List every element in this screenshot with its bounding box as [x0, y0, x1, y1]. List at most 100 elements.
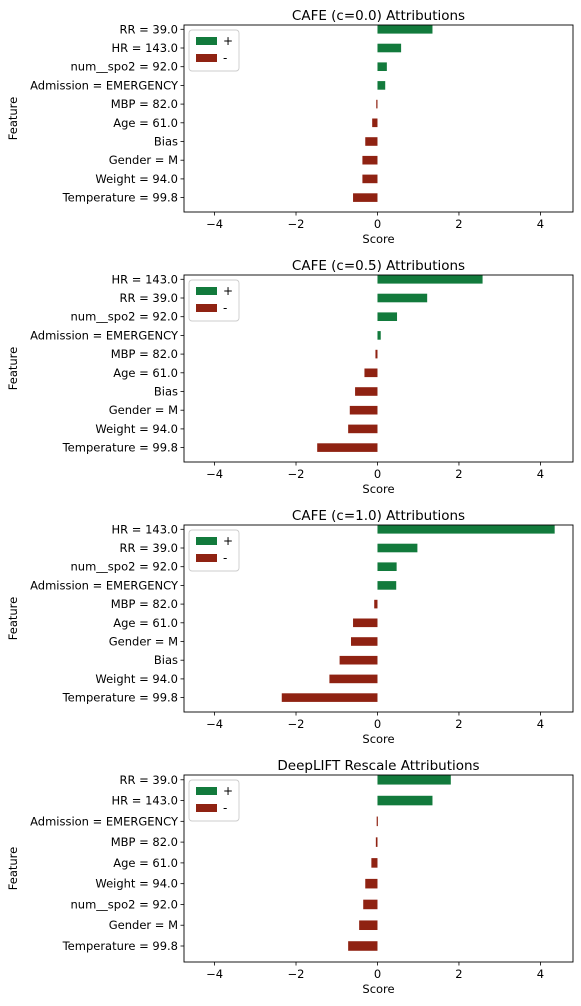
bar-7	[363, 899, 378, 910]
bar-6	[364, 368, 378, 378]
bar-1	[377, 525, 555, 534]
chart-panel-2: HR = 143.0 RR = 39.0 num__spo2 = 92.0 Admis…	[6, 258, 574, 496]
y-tick-label: Admission = EMERGENCY	[30, 578, 179, 592]
bar-5	[375, 349, 378, 359]
y-tick-label: num__spo2 = 92.0	[71, 60, 178, 74]
y-tick-label: Gender = M	[109, 403, 178, 417]
bar-2	[377, 43, 402, 53]
y-axis-label: Feature	[6, 347, 20, 390]
legend: +-	[188, 29, 240, 72]
y-tick-label: Weight = 94.0	[95, 422, 178, 436]
x-tick-label: 2	[455, 967, 462, 981]
x-axis-label: Score	[362, 732, 394, 746]
y-tick-label: RR = 39.0	[119, 22, 178, 36]
legend-swatch-negative	[196, 804, 217, 812]
x-tick-label: −2	[288, 467, 305, 481]
x-tick-label: 0	[374, 467, 381, 481]
x-tick-label: 0	[374, 717, 381, 731]
bar-1	[377, 275, 483, 284]
plot-frame	[183, 24, 574, 213]
legend: +-	[188, 279, 240, 322]
bar-7	[351, 637, 378, 646]
bar-2	[377, 293, 428, 303]
x-tick-label: −2	[288, 717, 305, 731]
bar-8	[362, 155, 378, 165]
x-tick-label: 4	[537, 967, 544, 981]
legend-label: +	[223, 534, 233, 548]
bar-6	[372, 118, 378, 128]
bar-10	[281, 693, 378, 702]
y-tick-label: Gender = M	[109, 635, 178, 649]
bar-8	[349, 405, 378, 415]
bar-6	[353, 618, 378, 628]
y-tick-label: Admission = EMERGENCY	[30, 78, 179, 92]
y-tick-label: RR = 39.0	[119, 291, 178, 305]
chart-panel-4: RR = 39.0 HR = 143.0 Admission = EMERGENCY…	[6, 758, 574, 996]
y-tick-label: Weight = 94.0	[95, 877, 178, 891]
bar-7	[365, 137, 378, 146]
bar-3	[377, 562, 397, 572]
bar-8	[339, 655, 378, 665]
x-axis-label: Score	[362, 232, 394, 246]
x-tick-label: −4	[206, 467, 223, 481]
y-axis-label: Feature	[6, 97, 20, 140]
bar-4	[377, 581, 397, 590]
y-tick-label: HR = 143.0	[111, 41, 178, 55]
chart-title: CAFE (c=0.0) Attributions	[292, 8, 465, 24]
y-tick-label: MBP = 82.0	[111, 347, 178, 361]
legend: +-	[188, 779, 240, 822]
bar-9	[329, 674, 378, 684]
y-tick-label: MBP = 82.0	[111, 597, 178, 611]
y-tick-label: num__spo2 = 92.0	[71, 897, 178, 911]
legend-label: -	[223, 51, 227, 65]
x-tick-label: 2	[455, 217, 462, 231]
legend-label: -	[223, 551, 227, 565]
plot-frame	[183, 524, 574, 713]
bar-2	[377, 543, 418, 553]
y-tick-label: Age = 61.0	[113, 856, 178, 870]
y-tick-label: Bias	[154, 385, 178, 399]
legend-swatch-negative	[196, 554, 217, 562]
plot-frame	[183, 774, 574, 963]
bar-8	[359, 920, 378, 931]
x-tick-label: 4	[537, 467, 544, 481]
y-tick-label: Age = 61.0	[113, 116, 178, 130]
x-tick-label: 4	[537, 217, 544, 231]
bar-4	[375, 837, 378, 847]
y-tick-label: Temperature = 99.8	[62, 691, 178, 705]
bar-4	[377, 331, 381, 340]
bar-3	[376, 816, 378, 827]
x-tick-label: −4	[206, 717, 223, 731]
y-tick-label: Bias	[154, 653, 178, 667]
legend-swatch-positive	[196, 37, 217, 45]
bar-10	[353, 193, 378, 202]
chart-panel-1: RR = 39.0 HR = 143.0 num__spo2 = 92.0 Admis…	[6, 8, 574, 246]
y-tick-label: num__spo2 = 92.0	[71, 310, 178, 324]
bar-9	[348, 424, 378, 434]
x-tick-label: −4	[206, 967, 223, 981]
legend: +-	[188, 529, 240, 572]
y-tick-label: Weight = 94.0	[95, 172, 178, 186]
bar-9	[362, 174, 378, 184]
chart-title: DeepLIFT Rescale Attributions	[277, 758, 479, 774]
legend-label: -	[223, 801, 227, 815]
bar-10	[317, 443, 378, 452]
legend-swatch-positive	[196, 537, 217, 545]
bar-7	[355, 387, 378, 396]
y-tick-label: Temperature = 99.8	[62, 939, 178, 953]
x-tick-label: 2	[455, 717, 462, 731]
bar-4	[377, 81, 386, 90]
y-axis-label: Feature	[6, 847, 20, 890]
legend-swatch-negative	[196, 54, 217, 62]
y-axis-label: Feature	[6, 597, 20, 640]
x-tick-label: 0	[374, 217, 381, 231]
y-tick-label: Bias	[154, 135, 178, 149]
x-tick-label: 0	[374, 967, 381, 981]
y-tick-label: Temperature = 99.8	[62, 441, 178, 455]
chart-panel-3: HR = 143.0 RR = 39.0 num__spo2 = 92.0 Admis…	[6, 508, 574, 746]
y-tick-label: Gender = M	[109, 918, 178, 932]
x-tick-label: −2	[288, 217, 305, 231]
legend-label: +	[223, 784, 233, 798]
bar-1	[377, 775, 451, 785]
legend-label: -	[223, 301, 227, 315]
